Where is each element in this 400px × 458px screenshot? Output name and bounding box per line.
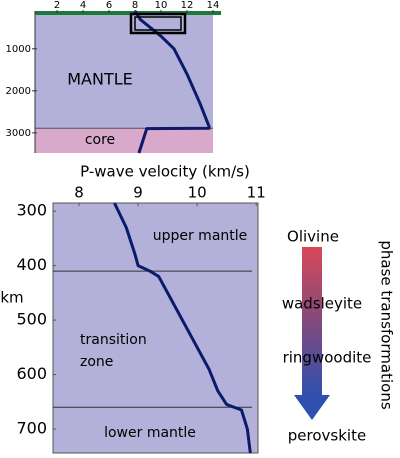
detail-chart: P-wave velocity (km/s) km 8 9 10 11 300 400 500 6… xyxy=(0,163,266,454)
region-label: MANTLE xyxy=(67,70,133,89)
x-tick-label: 2 xyxy=(54,0,60,11)
phase-title: phase transformations xyxy=(378,240,396,409)
phase-arrow-shaft xyxy=(302,247,322,395)
region-label: core xyxy=(85,132,115,148)
x-tick-label: 4 xyxy=(80,0,86,11)
x-tick-label: 10 xyxy=(155,0,168,11)
phase-label: ringwoodite xyxy=(283,349,372,367)
y-tick-label: 500 xyxy=(16,310,47,329)
phase-label: wadsleyite xyxy=(282,295,362,313)
y-tick-label: 1000 xyxy=(6,44,31,55)
y-tick-label: 300 xyxy=(16,201,47,220)
y-tick-label: 3000 xyxy=(6,128,31,139)
region-label: lower mantle xyxy=(104,425,196,441)
phase-panel: Olivine wadsleyite ringwoodite perovskit… xyxy=(282,228,396,445)
x-tick-label: 14 xyxy=(207,0,220,11)
y-tick-label: 600 xyxy=(16,364,47,383)
overview-chart: 2 4 6 8 10 12 14 1000 2000 3000 MANTLE core xyxy=(6,0,221,154)
x-tick-label: 12 xyxy=(181,0,194,11)
phase-arrow-head xyxy=(294,395,330,420)
y-axis-label: km xyxy=(0,289,23,307)
y-tick-label: 400 xyxy=(16,255,47,274)
region-label: transition xyxy=(80,332,147,348)
core-area xyxy=(35,128,213,153)
zoom-box-inner xyxy=(134,16,182,31)
region-label: zone xyxy=(80,354,113,370)
phase-label: Olivine xyxy=(287,228,339,246)
x-tick-label: 10 xyxy=(188,184,207,202)
y-tick-label: 2000 xyxy=(6,86,31,97)
x-tick-label: 9 xyxy=(133,184,143,202)
x-tick-label: 11 xyxy=(247,184,266,202)
velocity-line xyxy=(133,10,211,154)
plot-area xyxy=(52,202,259,454)
x-tick-label: 6 xyxy=(106,0,112,11)
velocity-line xyxy=(113,202,252,454)
phase-label: perovskite xyxy=(288,427,366,445)
x-tick-label: 8 xyxy=(74,184,84,202)
zoom-box xyxy=(129,12,187,35)
y-tick-label: 700 xyxy=(16,419,47,438)
x-tick-label: 8 xyxy=(132,0,138,11)
region-label: upper mantle xyxy=(153,228,248,244)
chart-title: P-wave velocity (km/s) xyxy=(80,163,250,181)
